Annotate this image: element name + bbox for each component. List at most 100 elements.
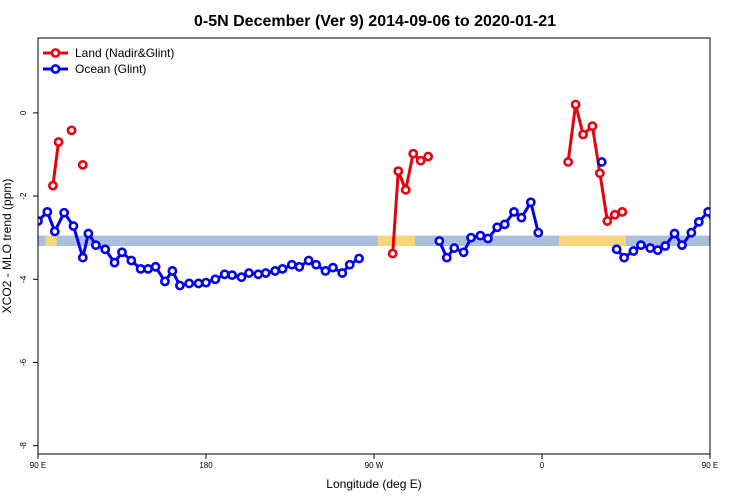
data-point xyxy=(337,268,348,278)
land-band-segment xyxy=(45,235,57,246)
data-point xyxy=(83,228,94,239)
data-point xyxy=(236,272,247,283)
data-point xyxy=(669,228,680,239)
data-point xyxy=(738,254,745,261)
x-tick-label: 180 xyxy=(199,461,213,470)
data-point xyxy=(611,244,622,255)
data-point xyxy=(619,252,630,263)
data-point xyxy=(201,277,211,288)
data-point xyxy=(42,206,53,217)
y-axis: 0 -2 -4 -6 -8 xyxy=(19,110,38,449)
data-point xyxy=(253,269,264,280)
y-tick-label: 0 xyxy=(19,110,28,115)
surface-band xyxy=(38,235,710,246)
data-point xyxy=(143,263,154,274)
data-point xyxy=(703,206,710,217)
data-point xyxy=(492,222,503,233)
data-point xyxy=(219,269,230,280)
data-point xyxy=(193,278,204,289)
data-point xyxy=(652,245,663,256)
data-point xyxy=(320,266,331,276)
data-point xyxy=(594,168,605,179)
data-point xyxy=(609,209,620,220)
y-tick-label: -8 xyxy=(19,442,28,450)
data-point xyxy=(244,268,254,278)
data-point xyxy=(660,241,671,251)
data-point xyxy=(77,159,88,170)
legend-label: Ocean (Glint) xyxy=(75,62,146,76)
x-axis: 90 E 180 90 W 0 90 E xyxy=(30,454,718,470)
data-point xyxy=(77,252,88,263)
data-point xyxy=(415,155,426,166)
x-tick-label: 90 E xyxy=(702,461,718,470)
data-point xyxy=(408,148,419,159)
series-ocean xyxy=(38,157,750,291)
data-point xyxy=(458,247,469,258)
x-tick-label: 90 E xyxy=(30,461,46,470)
data-point xyxy=(311,259,322,270)
data-point xyxy=(434,236,445,246)
x-tick-label: 0 xyxy=(540,461,545,470)
data-point xyxy=(53,137,64,147)
data-point xyxy=(533,227,544,238)
data-point xyxy=(286,259,297,270)
data-point xyxy=(160,276,170,287)
data-point xyxy=(466,232,476,243)
data-point xyxy=(117,247,127,258)
y-tick-label: -4 xyxy=(19,275,28,283)
data-point xyxy=(645,243,656,253)
x-tick-label: 90 W xyxy=(365,461,384,470)
data-point xyxy=(303,255,314,266)
data-point xyxy=(174,280,185,291)
data-point xyxy=(628,246,639,256)
data-point xyxy=(746,230,750,237)
data-point xyxy=(126,255,137,266)
data-point xyxy=(499,219,510,230)
data-point xyxy=(150,261,161,272)
y-axis-label: XCO2 - MLO trend (ppm) xyxy=(0,179,14,314)
data-point xyxy=(294,261,305,272)
x-axis-label: Longitude (deg E) xyxy=(326,477,421,491)
legend-swatch-marker xyxy=(50,64,61,74)
data-point xyxy=(90,240,101,251)
data-point xyxy=(184,278,195,289)
legend-label: Land (Nadir&Glint) xyxy=(75,46,174,60)
data-point xyxy=(48,180,58,191)
data-point xyxy=(441,252,452,263)
legend-entry: Ocean (Glint) xyxy=(43,62,146,76)
series-line xyxy=(51,141,60,186)
data-point xyxy=(270,266,280,276)
data-point xyxy=(636,240,646,251)
data-point xyxy=(354,253,364,264)
series-line xyxy=(746,142,750,186)
legend-swatch-marker xyxy=(50,48,61,58)
data-point xyxy=(66,125,77,136)
data-point xyxy=(596,157,607,167)
data-point xyxy=(109,257,120,268)
data-point xyxy=(49,226,60,237)
data-point xyxy=(712,228,719,235)
data-point xyxy=(344,259,355,270)
data-point xyxy=(721,209,728,216)
series-line xyxy=(566,103,623,223)
chart-title: 0-5N December (Ver 9) 2014-09-06 to 2020… xyxy=(194,13,556,30)
data-point xyxy=(400,184,411,195)
data-point xyxy=(525,197,536,208)
data-point xyxy=(677,240,687,251)
data-point xyxy=(449,243,460,253)
data-point xyxy=(260,268,271,278)
legend: Land (Nadir&Glint) Ocean (Glint) xyxy=(43,46,174,76)
data-point xyxy=(578,129,588,140)
data-point xyxy=(328,262,338,273)
land-band-segment xyxy=(558,235,626,246)
legend-entry: Land (Nadir&Glint) xyxy=(43,46,174,60)
data-point xyxy=(729,222,736,229)
y-tick-label: -6 xyxy=(19,358,28,366)
data-point xyxy=(482,233,493,244)
land-band-segment xyxy=(377,235,416,246)
data-point xyxy=(68,221,79,231)
y-tick-label: -2 xyxy=(19,192,28,200)
data-point xyxy=(227,270,238,281)
ocean-band xyxy=(38,235,710,246)
